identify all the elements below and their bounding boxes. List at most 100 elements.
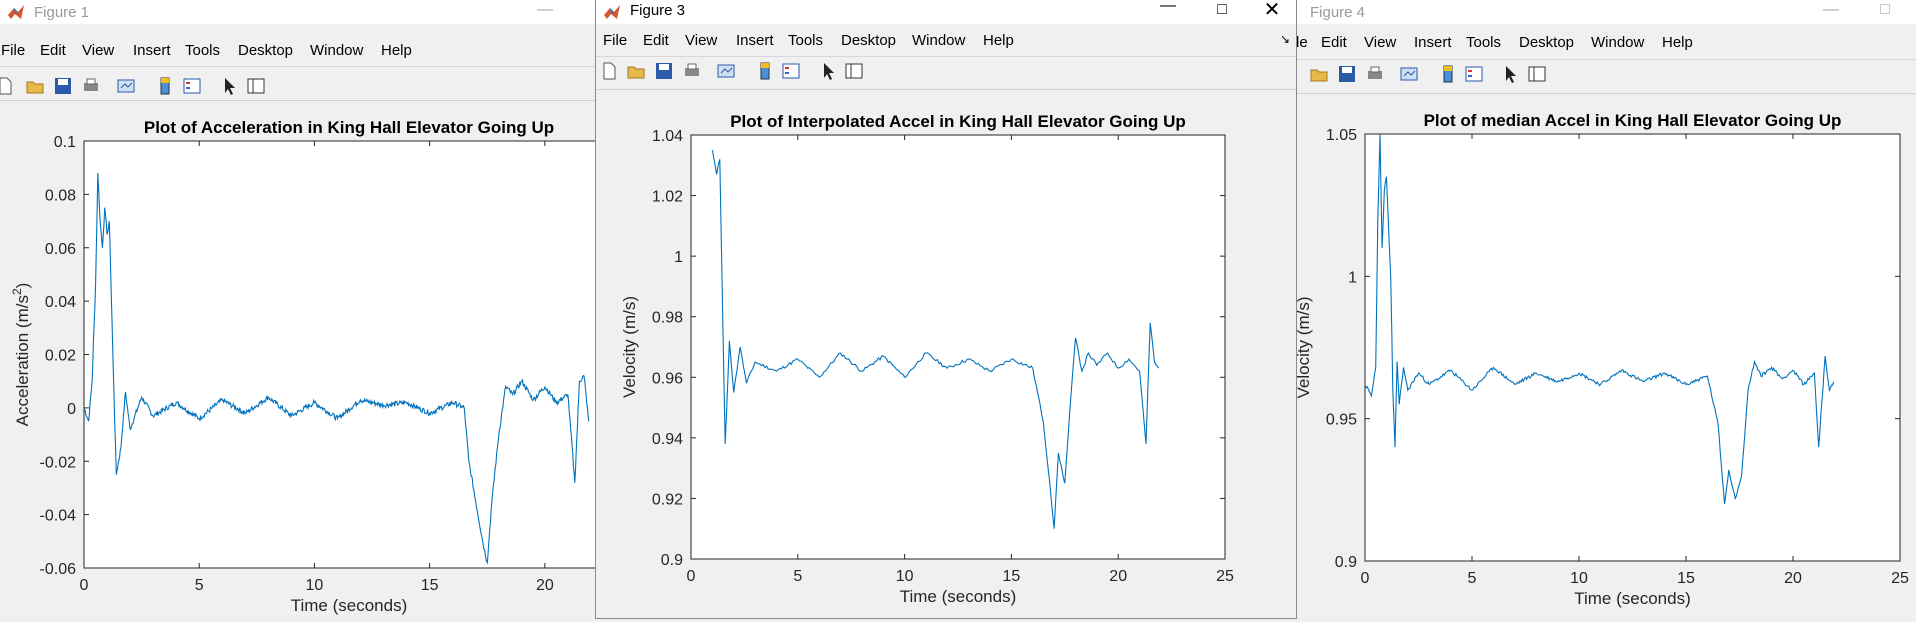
minimize-button[interactable]: — [1823,1,1839,18]
print-icon[interactable] [1366,65,1384,83]
link-plot-icon[interactable] [1400,65,1418,83]
legend-icon[interactable] [782,62,800,80]
x-tick-label: 0 [80,577,89,594]
pointer-icon[interactable] [1502,65,1520,83]
menu-view[interactable]: View [685,32,718,49]
menu-view[interactable]: View [1364,34,1397,51]
new-file-icon[interactable] [600,62,618,80]
save-icon[interactable] [1338,65,1356,83]
menu-help[interactable]: Help [381,42,412,59]
y-axis-label-close: ) [13,283,32,289]
menu-desktop[interactable]: Desktop [841,32,897,49]
y-tick-label: 0.9 [1335,554,1357,571]
menu-desktop[interactable]: Desktop [238,42,294,59]
x-tick-label: 20 [536,577,554,594]
menu-help[interactable]: Help [983,32,1014,49]
y-tick-label: 0.96 [652,370,683,387]
menu-file[interactable]: File [1,42,26,59]
colorbar-icon[interactable] [156,77,174,95]
y-tick-label: 0.94 [652,431,683,448]
property-inspector-icon[interactable] [1528,65,1546,83]
open-folder-icon[interactable] [26,77,44,95]
link-plot-icon[interactable] [117,77,135,95]
property-inspector-icon[interactable] [247,77,265,95]
menu-file[interactable]: File [603,32,628,49]
figure-4-menubar: le Edit View Insert Tools Desktop Window… [1296,32,1916,54]
y-tick-label: 0 [67,401,76,418]
figure-1-titlebar[interactable]: Figure 1 — [0,0,598,24]
menu-tools[interactable]: Tools [1466,34,1502,51]
menu-tools[interactable]: Tools [185,42,221,59]
menu-view[interactable]: View [82,42,115,59]
x-tick-label: 25 [1216,568,1234,585]
print-icon[interactable] [683,62,701,80]
y-tick-label: 0.06 [45,241,76,258]
menu-edit[interactable]: Edit [40,42,66,59]
pointer-icon[interactable] [820,62,838,80]
y-tick-label: 0.92 [652,491,683,508]
y-tick-label: 0.9 [661,552,683,569]
menu-edit[interactable]: Edit [643,32,669,49]
open-folder-icon[interactable] [627,62,645,80]
figure-1-window[interactable]: Figure 1 — File Edit View Insert Tools D… [0,0,598,622]
menu-help[interactable]: Help [1662,34,1693,51]
y-tick-label: 0.04 [45,294,76,311]
x-tick-label: 5 [1468,570,1477,587]
maximize-button[interactable]: □ [1217,1,1227,18]
save-icon[interactable] [655,62,673,80]
chart-title: Plot of Interpolated Accel in King Hall … [730,112,1186,131]
y-tick-label: 0.98 [652,310,683,327]
colorbar-icon[interactable] [756,62,774,80]
x-tick-label: 10 [1570,570,1588,587]
x-tick-label: 0 [1361,570,1370,587]
maximize-button[interactable]: □ [1880,1,1890,18]
x-tick-label: 20 [1784,570,1802,587]
figure-3-titlebar[interactable]: Figure 3 — □ ✕ [596,0,1296,24]
print-icon[interactable] [82,77,100,95]
y-axis-label: Acceleration (m/s2) [10,283,32,427]
window-title: Figure 4 [1310,4,1366,21]
interpolated-velocity-plot[interactable]: 0 5 10 15 20 25 1.04 1.02 1 0.98 0.96 0.94 0.92 0.9 Pl… [596,0,1296,618]
y-tick-label: 0.95 [1326,412,1357,429]
property-inspector-icon[interactable] [845,62,863,80]
minimize-button[interactable]: — [1160,0,1176,14]
menu-window[interactable]: Window [1591,34,1645,51]
y-tick-label: -0.06 [40,561,77,578]
dock-arrow-icon[interactable]: ↘ [1280,32,1291,46]
menu-window[interactable]: Window [310,42,364,59]
y-tick-label: 1.04 [652,128,683,145]
figure-4-window[interactable]: Figure 4 — □ le Edit View Insert Tools D… [1296,0,1916,622]
menu-tools[interactable]: Tools [788,32,824,49]
y-tick-label: -0.02 [40,454,77,471]
y-tick-label: -0.04 [40,508,77,525]
minimize-button[interactable]: — [537,1,553,18]
y-axis-label: Velocity (m/s) [620,296,639,398]
window-title: Figure 1 [34,4,90,21]
menu-insert[interactable]: Insert [1414,34,1452,51]
x-axis-label: Time (seconds) [1574,589,1691,608]
menu-insert[interactable]: Insert [133,42,171,59]
y-tick-label: 1.02 [652,189,683,206]
figure-3-window[interactable]: Figure 3 — □ ✕ File Edit View Insert Too… [596,0,1296,618]
acceleration-plot[interactable]: 0 5 10 15 20 0.1 0.08 0.06 0.04 0.02 0 -0.02 -0.04 -0… [0,0,598,622]
legend-icon[interactable] [183,77,201,95]
save-icon[interactable] [54,77,72,95]
menu-window[interactable]: Window [912,32,966,49]
pointer-icon[interactable] [221,77,239,95]
open-folder-icon[interactable] [1310,65,1328,83]
menu-insert[interactable]: Insert [736,32,774,49]
matlab-icon [604,5,620,19]
median-velocity-plot[interactable]: 0 5 10 15 20 25 1.05 1 0.95 0.9 Plot of median Acc… [1296,0,1916,622]
colorbar-icon[interactable] [1439,65,1457,83]
close-button[interactable]: ✕ [1263,0,1281,21]
y-tick-label: 0.1 [54,134,76,151]
new-file-icon[interactable] [0,77,14,95]
figure-4-titlebar[interactable]: Figure 4 — □ [1296,0,1916,24]
axes-box [1364,133,1901,562]
menu-edit[interactable]: Edit [1321,34,1347,51]
matlab-icon [8,5,24,19]
menu-file[interactable]: le [1296,34,1308,51]
menu-desktop[interactable]: Desktop [1519,34,1575,51]
link-plot-icon[interactable] [717,62,735,80]
legend-icon[interactable] [1465,65,1483,83]
